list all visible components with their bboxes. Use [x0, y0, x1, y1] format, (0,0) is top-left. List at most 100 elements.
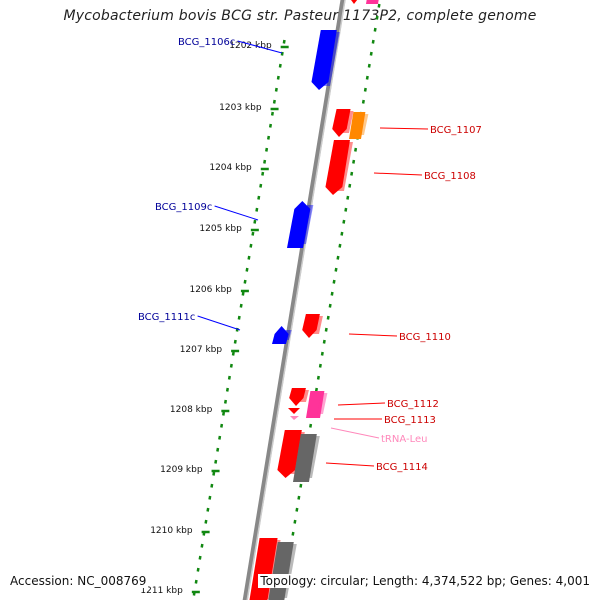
- scale-dot-left: [235, 327, 239, 332]
- scale-dot-left: [220, 423, 224, 428]
- scale-dot-right: [322, 339, 326, 344]
- scale-dot-left: [204, 519, 208, 524]
- leader-line-bcg_1108: [373, 172, 423, 176]
- scale-label: 1210 kbp: [150, 526, 193, 536]
- genome-summary-text: Topology: circular; Length: 4,374,522 bp…: [258, 574, 592, 588]
- scale-dot-right: [320, 351, 324, 356]
- scale-label: 1207 kbp: [180, 345, 223, 355]
- leader-line-trna-leu: [330, 427, 380, 439]
- scale-dot-right: [344, 207, 348, 212]
- leader-line-bcg_1109c: [214, 205, 259, 221]
- scale-dot-left: [266, 135, 271, 140]
- scale-dot-left: [259, 183, 263, 188]
- scale-dot-left: [216, 447, 220, 452]
- gene-label-trna-leu: tRNA-Leu: [381, 434, 427, 445]
- scale-dot-left: [200, 543, 204, 548]
- gene-label-bcg_1112: BCG_1112: [387, 399, 439, 410]
- gene-bcg-1109c: [287, 201, 311, 248]
- scale-dot-right: [314, 387, 318, 392]
- scale-label: 1202 kbp: [229, 41, 272, 51]
- leader-line-bcg_1107: [379, 127, 429, 130]
- scale-dot-left: [218, 435, 222, 440]
- scale-dot-right: [369, 51, 373, 56]
- scale-dot-right: [350, 171, 354, 176]
- scale-dot-left: [212, 471, 216, 476]
- scale-dot-right: [316, 375, 320, 380]
- scale-label: 1211 kbp: [140, 586, 183, 596]
- scale-dot-right: [326, 315, 330, 320]
- scale-dot-left: [274, 87, 278, 92]
- gene-bcg-1111c-shade: [283, 330, 292, 340]
- scale-dot-left: [227, 375, 231, 380]
- scale-dot-right: [363, 87, 367, 92]
- gene-bcg-1107-shade: [358, 114, 369, 135]
- scale-dot-right: [332, 279, 336, 284]
- leader-line-bcg_1114: [325, 462, 375, 467]
- gene-bcg-1112: [306, 391, 325, 418]
- gene-bcg-1109c-shade: [300, 205, 314, 244]
- scale-dot-right: [293, 519, 297, 524]
- gene-bcg-1113: [288, 408, 300, 414]
- gene-bcg-1112-red: [289, 388, 306, 406]
- scale-dot-left: [261, 171, 265, 176]
- scale-dot-right: [365, 75, 369, 80]
- scale-dot-right: [295, 507, 299, 512]
- scale-dot-left: [194, 579, 198, 584]
- leader-line-bcg_1110: [348, 333, 398, 337]
- scale-dot-right: [346, 195, 350, 200]
- scale-label: 1206 kbp: [189, 285, 232, 295]
- scale-dot-left: [210, 483, 214, 488]
- scale-dot-left: [241, 291, 245, 296]
- scale-dot-left: [196, 567, 200, 572]
- scale-dot-left: [257, 195, 261, 200]
- scale-dot-left: [243, 279, 247, 284]
- scale-dot-right: [377, 3, 381, 8]
- scale-dot-left: [206, 507, 210, 512]
- scale-dot-left: [225, 387, 229, 392]
- scale-dot-right: [373, 27, 377, 32]
- scale-dot-right: [342, 219, 346, 224]
- gene-label-bcg_1109c: BCG_1109c: [155, 202, 212, 213]
- scale-dot-right: [330, 291, 334, 296]
- scale-dot-right: [309, 423, 313, 428]
- gene-top-red: [351, 0, 358, 4]
- gene-label-bcg_1111c: BCG_1111c: [138, 312, 195, 323]
- scale-dot-right: [291, 531, 295, 536]
- scale-dot-left: [214, 459, 218, 464]
- scale-dot-left: [276, 75, 280, 80]
- scale-dot-left: [253, 219, 257, 224]
- scale-dot-right: [348, 183, 352, 188]
- scale-dot-left: [208, 495, 212, 500]
- gene-label-bcg_1114: BCG_1114: [376, 462, 428, 473]
- scale-dot-left: [237, 315, 241, 320]
- leader-line-bcg_1111c: [197, 315, 241, 331]
- scale-dot-left: [270, 111, 274, 116]
- scale-dot-left: [272, 99, 276, 104]
- scale-dot-right: [340, 231, 344, 236]
- scale-dot-left: [231, 351, 235, 356]
- gene-bcg-1106c-shade: [324, 32, 340, 86]
- gene-trna-leu: [290, 416, 299, 420]
- scale-dot-left: [233, 339, 237, 344]
- scale-dot-right: [371, 39, 375, 44]
- gene-bcg-1108: [325, 140, 350, 195]
- scale-dot-left: [282, 39, 286, 44]
- gene-bcg-1107-red-shade: [343, 111, 354, 133]
- gene-bcg-1107-red: [332, 109, 351, 137]
- gene-bcg-1111c: [272, 326, 289, 344]
- gene-bcg-1112-red-shade: [300, 390, 309, 402]
- gene-bcg-1110-shade: [313, 316, 323, 334]
- scale-label: 1209 kbp: [160, 465, 203, 475]
- scale-dot-left: [251, 231, 255, 236]
- scale-dot-left: [245, 267, 249, 272]
- scale-dot-left: [278, 63, 282, 68]
- scale-dot-left: [229, 363, 233, 368]
- scale-label: 1203 kbp: [219, 103, 262, 113]
- scale-dot-left: [223, 399, 228, 404]
- gene-bcg-1107: [349, 112, 366, 139]
- gene-label-bcg_1107: BCG_1107: [430, 125, 482, 136]
- gene-bcg-1114: [293, 434, 317, 482]
- scale-dot-right: [338, 243, 342, 248]
- gene-bcg-1110: [302, 314, 320, 338]
